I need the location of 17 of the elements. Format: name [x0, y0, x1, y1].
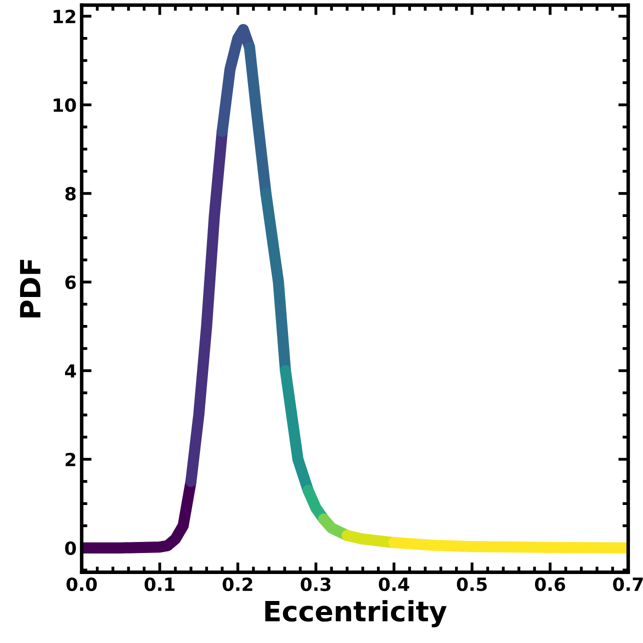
x-tick-label: 0.6 [535, 577, 566, 592]
y-tick-label: 0 [65, 541, 76, 556]
y-tick-label: 12 [54, 10, 76, 24]
x-tick-label: 0.0 [66, 577, 97, 592]
x-tick-label: 0.4 [378, 577, 410, 592]
x-tick-label: 0.7 [613, 577, 643, 592]
x-tick-label: 0.2 [222, 577, 252, 592]
x-axis-title: Eccentricity [265, 600, 447, 628]
y-tick-label: 6 [65, 276, 76, 290]
x-tick-label: 0.1 [144, 577, 174, 592]
y-tick-label: 4 [65, 364, 76, 378]
y-tick-label: 10 [54, 98, 76, 112]
x-tick-label: 0.3 [300, 577, 330, 592]
y-tick-label: 2 [66, 452, 76, 466]
y-axis-title: PDF [20, 260, 40, 318]
y-tick-label: 8 [65, 186, 76, 201]
x-tick-label: 0.5 [456, 577, 487, 592]
